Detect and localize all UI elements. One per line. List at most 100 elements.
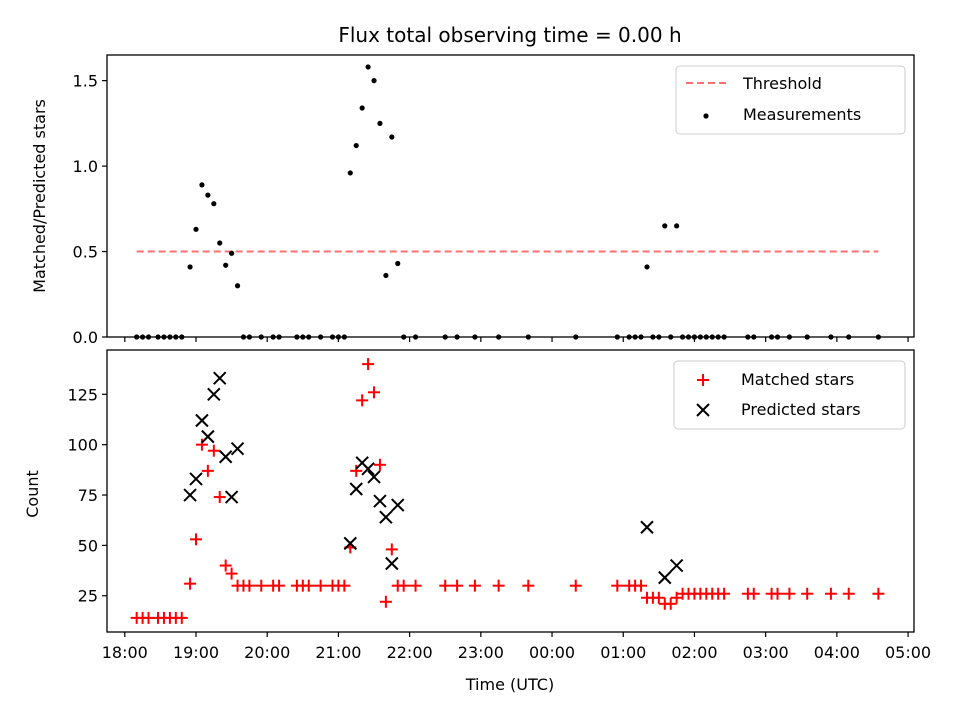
measurement-point [383,272,389,279]
matched-star-point [379,595,392,608]
matched-star-point [451,579,464,592]
matched-star-point [747,587,760,600]
matched-star-point [611,579,624,592]
matched-star-point [175,611,188,624]
measurement-point [347,170,353,176]
predicted-star-point [669,558,684,573]
legend-measurements-label: Measurements [743,105,861,124]
x-tick-label: 18:00 [102,643,148,662]
matched-star-point [190,533,203,546]
top-plot-frame [106,54,915,338]
x-tick-label: 19:00 [173,643,219,662]
x-tick-label: 02:00 [671,643,717,662]
measurement-point [229,250,235,256]
x-tick-label: 05:00 [885,643,931,662]
matched-star-point [468,579,481,592]
matched-star-point [439,579,452,592]
predicted-star-point [207,387,221,402]
matched-star-point [362,358,375,371]
predicted-star-point [218,450,233,464]
bottom-y-axis: 25 50 75 100 125 [67,385,107,606]
matched-star-point [314,579,327,592]
bottom-y-tick-label: 100 [67,436,98,455]
x-tick-label: 01:00 [600,643,646,662]
top-legend[interactable]: Threshold Measurements [675,65,906,135]
x-tick-label: 22:00 [387,643,433,662]
predicted-star-point [349,482,363,496]
measurement-point [217,240,223,246]
measurement-point [199,182,205,188]
matched-star-point [195,438,208,451]
matched-star-point [356,394,369,407]
top-panel-marks [134,64,881,340]
measurement-point [359,105,365,111]
matched-star-point [207,444,220,457]
predicted-star-point [195,413,209,428]
measurement-point [395,260,401,267]
top-y-axis-label: Matched/Predicted stars [30,99,49,293]
predicted-star-point [367,470,381,484]
legend-threshold-label: Threshold [742,74,822,93]
predicted-star-point [373,494,387,508]
matched-star-point [569,579,582,592]
bottom-y-axis-label: Count [23,470,42,518]
bottom-legend-box [673,360,906,430]
predicted-star-point [224,490,239,504]
matched-star-point [385,543,398,556]
bottom-y-tick-label: 25 [78,587,98,606]
predicted-star-point [343,536,357,551]
bottom-panel-marks [130,358,885,624]
legend-matched-label: Matched stars [741,370,854,389]
measurement-point [662,223,668,229]
legend-measurements-swatch [703,113,709,119]
top-y-axis: 0.0 0.5 1.0 1.5 [73,72,107,347]
matched-star-point [368,386,381,399]
matched-star-point [824,587,837,600]
predicted-star-point [379,510,393,524]
chart-title: Flux total observing time = 0.00 h [338,23,681,47]
legend-predicted-label: Predicted stars [741,400,861,419]
predicted-star-point [230,441,245,456]
x-tick-label: 21:00 [315,643,361,662]
bottom-y-tick-label: 75 [78,486,98,505]
predicted-star-point [361,462,375,476]
matched-star-point [718,587,731,600]
top-x-axis [124,337,909,342]
top-y-tick-label: 1.0 [73,157,98,176]
measurement-point [193,226,199,232]
predicted-star-point [640,520,654,534]
predicted-star-point [189,472,203,486]
matched-star-point [522,579,535,592]
measurement-point [674,223,680,229]
legend-predicted-swatch [696,403,710,417]
matched-star-point [219,559,232,572]
matched-star-point [664,597,677,610]
measurement-point [377,120,383,126]
matched-star-point [184,577,197,590]
matched-star-point [225,567,238,580]
bottom-x-axis: 18:00 19:00 20:00 21:00 22:00 23:00 00:00 01:00… [102,632,931,662]
matched-star-point [243,579,256,592]
predicted-star-point [201,429,215,444]
measurement-point [353,142,359,149]
bottom-legend[interactable]: Matched stars Predicted stars [673,360,906,430]
x-axis-label: Time (UTC) [465,675,554,694]
top-legend-box [675,65,906,135]
matched-star-point [783,587,796,600]
top-y-tick-label: 1.5 [73,72,98,91]
predicted-star-point [183,488,197,502]
matched-star-point [213,491,226,504]
matched-star-point [338,579,351,592]
matched-star-point [350,464,363,477]
measurement-point [365,64,371,70]
bottom-y-tick-label: 125 [67,385,98,404]
bottom-plot-frame [106,349,915,633]
matched-star-point [397,579,410,592]
matched-star-point [771,587,784,600]
x-tick-label: 04:00 [814,643,860,662]
measurement-point [371,78,377,84]
matched-star-point [302,579,315,592]
x-tick-label: 23:00 [458,643,504,662]
measurement-point [205,192,211,198]
